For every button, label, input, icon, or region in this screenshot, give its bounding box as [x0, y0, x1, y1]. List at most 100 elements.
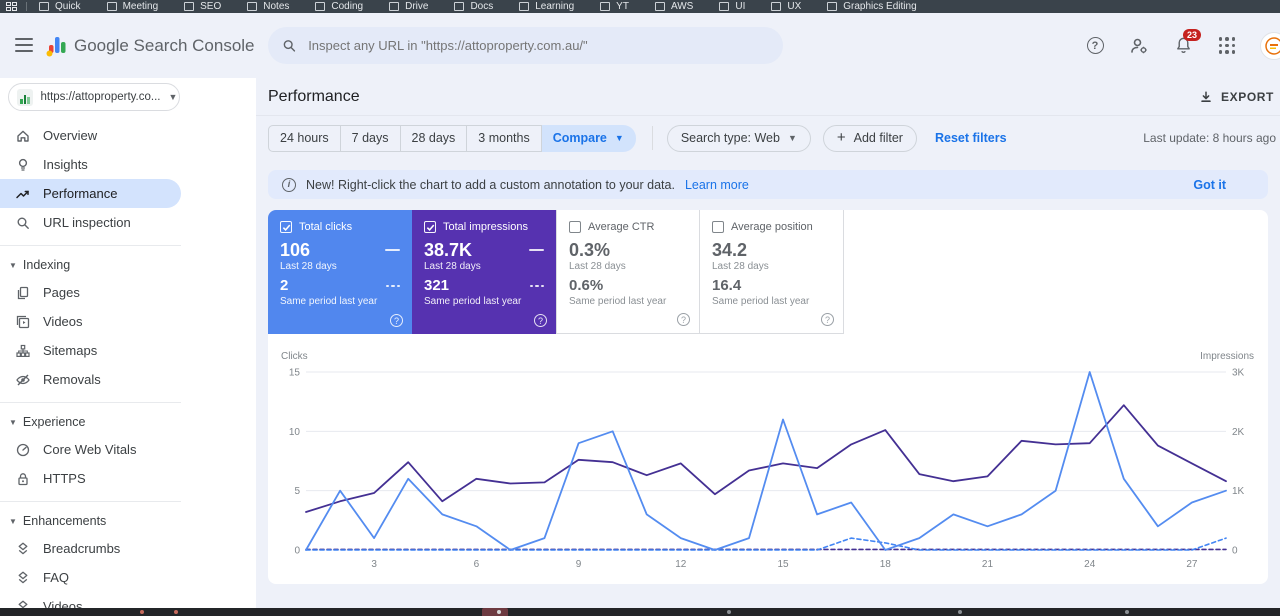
- date-range-7-days[interactable]: 7 days: [340, 124, 401, 152]
- eye-off-icon: [16, 374, 30, 385]
- help-icon[interactable]: ?: [1084, 35, 1106, 57]
- metric-card-average-position[interactable]: Average position 34.2 Last 28 days 16.4 …: [700, 210, 844, 334]
- metric-card-total-impressions[interactable]: Total impressions 38.7K Last 28 days 321…: [412, 210, 556, 334]
- chevron-down-icon: ▼: [9, 260, 17, 270]
- help-icon[interactable]: ?: [534, 314, 547, 327]
- notifications-bell-icon[interactable]: 23: [1172, 28, 1201, 57]
- bookmark-folder-icon: [315, 2, 326, 11]
- bookmark-item[interactable]: Meeting: [106, 1, 158, 12]
- metric-card-total-clicks[interactable]: Total clicks 106 Last 28 days 2 Same per…: [268, 210, 412, 334]
- sidebar-section-experience[interactable]: ▼ Experience: [0, 409, 256, 435]
- section-title: Experience: [22, 415, 86, 429]
- taskbar-app-indicator[interactable]: [958, 610, 962, 614]
- learn-more-link[interactable]: Learn more: [684, 177, 749, 192]
- bookmarks-panel-icon[interactable]: [6, 1, 18, 12]
- bookmark-folder-icon: [519, 2, 530, 11]
- sidebar-item-pages[interactable]: Pages: [0, 278, 256, 307]
- url-inspect-input[interactable]: [308, 38, 769, 53]
- bookmark-item[interactable]: Learning: [519, 1, 574, 12]
- sidebar-item-faq[interactable]: FAQ: [0, 563, 256, 592]
- property-chart-icon: [17, 88, 33, 106]
- taskbar-app-indicator[interactable]: [497, 610, 501, 614]
- sidebar-item-overview[interactable]: Overview: [0, 121, 256, 150]
- taskbar: [0, 608, 1280, 616]
- section-title: Indexing: [22, 258, 71, 272]
- checkbox-checked-icon[interactable]: [280, 221, 292, 233]
- sidebar-item-sitemaps[interactable]: Sitemaps: [0, 336, 256, 365]
- bookmark-item[interactable]: Graphics Editing: [827, 1, 917, 12]
- performance-panel: Total clicks 106 Last 28 days 2 Same per…: [268, 210, 1268, 584]
- bookmark-label: Learning: [535, 1, 575, 12]
- svg-text:21: 21: [982, 559, 994, 570]
- pages-icon: [17, 286, 29, 299]
- help-icon[interactable]: ?: [821, 313, 834, 326]
- svg-text:5: 5: [294, 486, 300, 497]
- export-button[interactable]: EXPORT: [1199, 90, 1274, 104]
- bookmark-item[interactable]: Notes: [247, 1, 289, 12]
- property-selector[interactable]: https://attoproperty.co... ▼: [8, 83, 180, 111]
- sidebar-item-url-inspection[interactable]: URL inspection: [0, 208, 256, 237]
- sidebar-item-removals[interactable]: Removals: [0, 365, 256, 394]
- checkbox-unchecked-icon[interactable]: [712, 221, 724, 233]
- sidebar-item-label: Overview: [43, 128, 98, 143]
- svg-text:3: 3: [371, 559, 377, 570]
- bookmark-item[interactable]: SEO: [184, 1, 221, 12]
- sidebar-section-indexing[interactable]: ▼ Indexing: [0, 252, 256, 278]
- trending-up-icon: [16, 190, 29, 198]
- date-range-28-days[interactable]: 28 days: [400, 124, 468, 152]
- bookmark-item[interactable]: Coding: [315, 1, 363, 12]
- chevron-down-icon: ▼: [9, 417, 17, 427]
- svg-text:0: 0: [1232, 546, 1238, 557]
- bookmark-item[interactable]: Docs: [454, 1, 493, 12]
- bookmark-item[interactable]: UI: [719, 1, 745, 12]
- solid-line-legend-icon: [385, 248, 400, 252]
- search-console-logo-icon[interactable]: [44, 32, 70, 63]
- performance-chart[interactable]: 0 0 5 1K 10 2K 15 3K 3 6 9 12 15 18 21 24 27: [276, 346, 1260, 576]
- search-type-button[interactable]: Search type: Web ▼: [666, 124, 811, 152]
- sidebar-item-core-web-vitals[interactable]: Core Web Vitals: [0, 435, 256, 464]
- sidebar-item-performance[interactable]: Performance: [0, 179, 181, 208]
- bookmark-folder-icon: [39, 2, 49, 11]
- sidebar-item-videos-indexing[interactable]: Videos: [0, 307, 256, 336]
- compare-button[interactable]: Compare ▼: [541, 124, 636, 152]
- svg-text:1K: 1K: [1232, 486, 1245, 497]
- search-type-label: Search type: Web: [680, 131, 780, 145]
- bookmark-item[interactable]: YT: [600, 1, 629, 12]
- bookmark-label: SEO: [200, 1, 222, 12]
- taskbar-app-indicator[interactable]: [727, 610, 731, 614]
- help-icon[interactable]: ?: [390, 314, 403, 327]
- svg-text:24: 24: [1084, 559, 1096, 570]
- got-it-button[interactable]: Got it: [1193, 177, 1226, 192]
- checkbox-unchecked-icon[interactable]: [569, 221, 581, 233]
- sidebar-item-label: HTTPS: [43, 471, 86, 486]
- taskbar-app-indicator[interactable]: [1125, 610, 1129, 614]
- taskbar-active-app[interactable]: [482, 608, 508, 616]
- plus-icon: +: [836, 129, 846, 146]
- metric-card-average-ctr[interactable]: Average CTR 0.3% Last 28 days 0.6% Same …: [556, 210, 700, 334]
- taskbar-app-indicator[interactable]: [140, 610, 144, 614]
- sidebar-item-videos-enhancement[interactable]: Videos: [0, 592, 256, 608]
- taskbar-app-indicator[interactable]: [174, 610, 178, 614]
- sidebar-section-enhancements[interactable]: ▼ Enhancements: [0, 508, 256, 534]
- bookmark-item[interactable]: Quick: [39, 1, 81, 12]
- user-settings-icon[interactable]: [1128, 35, 1150, 57]
- sidebar-item-insights[interactable]: Insights: [0, 150, 256, 179]
- bookmark-item[interactable]: AWS: [654, 1, 693, 12]
- app-title: Google Search Console: [74, 36, 255, 55]
- google-apps-grid-icon[interactable]: [1216, 35, 1238, 57]
- bookmark-item[interactable]: Drive: [389, 1, 428, 12]
- sidebar-item-breadcrumbs[interactable]: Breadcrumbs: [0, 534, 256, 563]
- menu-icon[interactable]: [15, 38, 33, 52]
- account-avatar[interactable]: [1260, 31, 1280, 60]
- reset-filters-link[interactable]: Reset filters: [934, 131, 1007, 145]
- add-filter-button[interactable]: + Add filter: [822, 124, 917, 152]
- checkbox-checked-icon[interactable]: [424, 221, 436, 233]
- date-range-3-months[interactable]: 3 months: [467, 124, 542, 152]
- section-title: Enhancements: [22, 514, 107, 528]
- bookmark-item[interactable]: UX: [771, 1, 801, 12]
- sidebar-item-label: Insights: [43, 157, 88, 172]
- help-icon[interactable]: ?: [677, 313, 690, 326]
- sidebar-item-https[interactable]: HTTPS: [0, 464, 256, 493]
- url-inspect-searchbar[interactable]: [268, 27, 783, 64]
- date-range-24-hours[interactable]: 24 hours: [268, 124, 341, 152]
